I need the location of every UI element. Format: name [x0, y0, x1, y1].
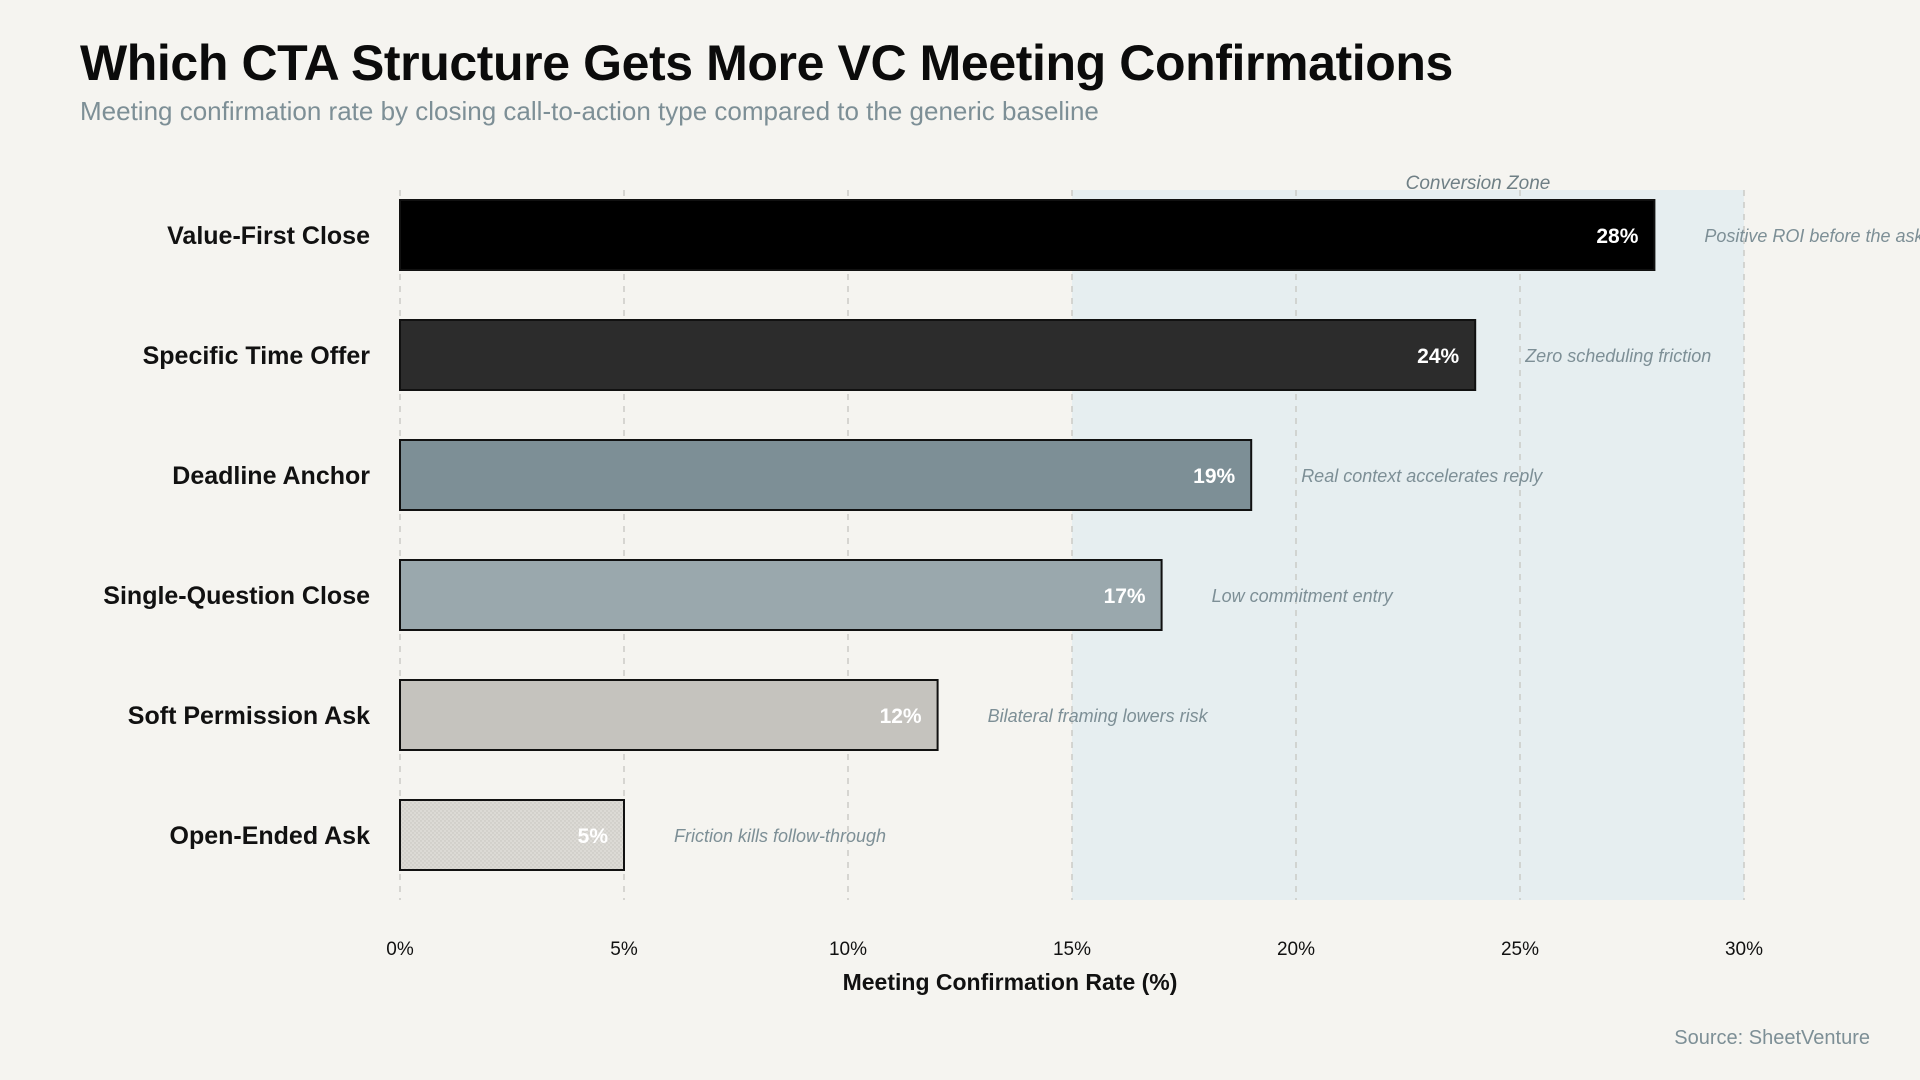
- value-label-2: 19%: [1193, 465, 1235, 488]
- conversion-zone: [1072, 190, 1744, 900]
- value-label-4: 12%: [880, 705, 922, 728]
- value-label-0: 28%: [1596, 225, 1638, 248]
- value-label-1: 24%: [1417, 345, 1459, 368]
- category-label-5: Open-Ended Ask: [170, 822, 371, 850]
- x-tick-label-0: 0%: [386, 939, 414, 960]
- bar-1: [399, 319, 1477, 391]
- bar-5: [399, 799, 625, 871]
- conversion-zone-label: Conversion Zone: [1406, 173, 1551, 194]
- bar-0: [399, 199, 1656, 271]
- value-label-5: 5%: [578, 825, 609, 848]
- bar-4: [399, 679, 939, 751]
- category-label-2: Deadline Anchor: [172, 462, 370, 490]
- annotation-2: Real context accelerates reply: [1301, 466, 1543, 486]
- x-tick-label-5: 25%: [1501, 939, 1539, 960]
- category-label-3: Single-Question Close: [103, 582, 370, 610]
- x-axis-label: Meeting Confirmation Rate (%): [843, 969, 1178, 995]
- chart-subtitle: Meeting confirmation rate by closing cal…: [80, 96, 1099, 126]
- bar-2: [399, 439, 1253, 511]
- annotation-5: Friction kills follow-through: [674, 826, 886, 846]
- x-tick-label-6: 30%: [1725, 939, 1763, 960]
- x-tick-label-1: 5%: [610, 939, 638, 960]
- x-tick-label-2: 10%: [829, 939, 867, 960]
- x-tick-label-3: 15%: [1053, 939, 1091, 960]
- source-note: Source: SheetVenture: [1674, 1027, 1870, 1049]
- category-label-4: Soft Permission Ask: [128, 702, 370, 730]
- bar-3: [399, 559, 1163, 631]
- annotation-3: Low commitment entry: [1212, 586, 1394, 606]
- category-label-1: Specific Time Offer: [143, 342, 371, 370]
- category-label-0: Value-First Close: [167, 222, 370, 250]
- value-label-3: 17%: [1104, 585, 1146, 608]
- x-tick-label-4: 20%: [1277, 939, 1315, 960]
- annotation-1: Zero scheduling friction: [1524, 346, 1711, 366]
- annotation-4: Bilateral framing lowers risk: [988, 706, 1209, 726]
- chart-title: Which CTA Structure Gets More VC Meeting…: [80, 35, 1453, 91]
- annotation-0: Positive ROI before the ask: [1704, 226, 1920, 246]
